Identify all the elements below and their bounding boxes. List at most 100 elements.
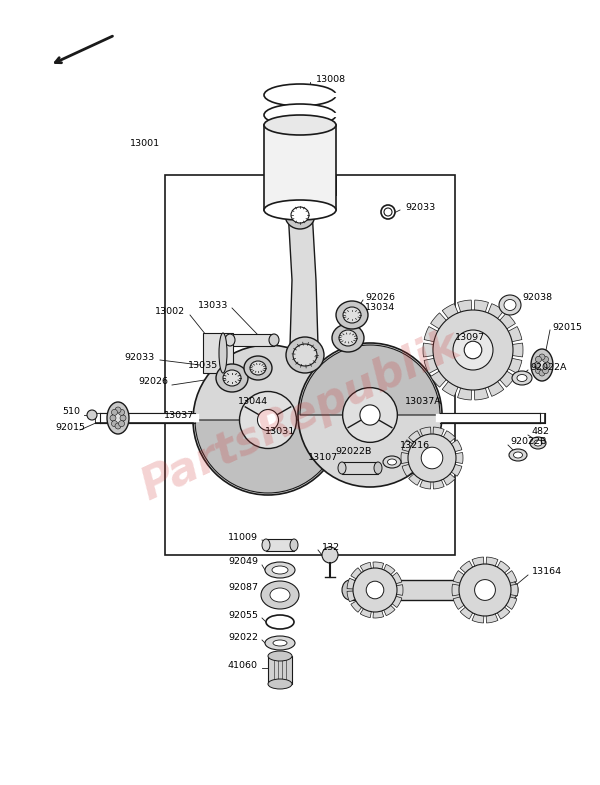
Wedge shape (424, 327, 473, 350)
Ellipse shape (269, 334, 279, 346)
Wedge shape (473, 304, 504, 350)
Ellipse shape (504, 300, 516, 311)
Text: 92033: 92033 (405, 203, 435, 211)
Ellipse shape (107, 402, 129, 434)
Ellipse shape (223, 370, 241, 386)
Text: 92049: 92049 (228, 557, 258, 567)
Circle shape (542, 356, 548, 363)
Text: 11009: 11009 (228, 532, 258, 542)
Text: 92055: 92055 (228, 611, 258, 619)
Wedge shape (347, 590, 375, 602)
Wedge shape (432, 458, 444, 489)
Text: 92022B: 92022B (335, 447, 372, 457)
Wedge shape (347, 579, 375, 590)
Wedge shape (442, 350, 473, 396)
Ellipse shape (343, 307, 361, 323)
Wedge shape (460, 590, 485, 619)
Polygon shape (288, 210, 318, 365)
Wedge shape (360, 562, 375, 590)
Ellipse shape (291, 207, 309, 223)
Circle shape (534, 362, 540, 368)
Wedge shape (472, 557, 485, 590)
Wedge shape (473, 327, 522, 350)
Ellipse shape (219, 333, 227, 373)
Ellipse shape (264, 200, 336, 220)
Circle shape (459, 564, 511, 616)
Circle shape (112, 421, 118, 427)
Wedge shape (420, 427, 432, 458)
Ellipse shape (250, 361, 266, 375)
Text: 13216: 13216 (400, 440, 430, 450)
Text: 510: 510 (62, 407, 80, 417)
Wedge shape (402, 440, 432, 458)
Wedge shape (195, 420, 341, 493)
Wedge shape (431, 313, 473, 350)
Circle shape (475, 579, 496, 601)
Ellipse shape (514, 452, 523, 458)
Ellipse shape (264, 104, 336, 126)
Wedge shape (460, 561, 485, 590)
Text: 13097: 13097 (455, 333, 485, 341)
Bar (342, 462, 378, 474)
Text: PartsRepublik: PartsRepublik (134, 323, 466, 509)
Circle shape (544, 362, 550, 368)
Ellipse shape (388, 459, 397, 465)
Text: 13008: 13008 (316, 75, 346, 85)
Wedge shape (485, 590, 517, 609)
Text: 92015: 92015 (552, 323, 582, 331)
Text: 13001: 13001 (130, 138, 160, 148)
Wedge shape (458, 300, 473, 350)
Wedge shape (485, 561, 510, 590)
Bar (203, 333, 233, 373)
Circle shape (239, 392, 296, 448)
Ellipse shape (266, 615, 294, 629)
Ellipse shape (265, 562, 295, 578)
Wedge shape (402, 458, 432, 476)
Bar (350, 580, 510, 600)
Wedge shape (409, 458, 432, 485)
Circle shape (366, 581, 384, 599)
Wedge shape (473, 343, 523, 357)
Wedge shape (473, 350, 504, 396)
Ellipse shape (268, 679, 292, 689)
Ellipse shape (265, 636, 295, 650)
Ellipse shape (336, 301, 368, 329)
Text: 13031: 13031 (265, 428, 295, 436)
Ellipse shape (264, 84, 336, 106)
Wedge shape (458, 350, 473, 400)
Wedge shape (453, 590, 485, 609)
Wedge shape (473, 300, 488, 350)
Ellipse shape (534, 440, 542, 446)
Circle shape (353, 568, 397, 612)
Circle shape (257, 410, 278, 430)
Circle shape (115, 407, 121, 413)
Text: 13002: 13002 (155, 308, 185, 316)
Ellipse shape (286, 337, 324, 373)
Wedge shape (375, 564, 395, 590)
Circle shape (408, 434, 456, 482)
Ellipse shape (383, 456, 401, 468)
Text: 92022B: 92022B (510, 437, 547, 447)
Wedge shape (485, 590, 510, 619)
Wedge shape (453, 571, 485, 590)
Text: 13033: 13033 (197, 301, 228, 309)
Wedge shape (401, 452, 432, 463)
Polygon shape (165, 175, 455, 555)
Ellipse shape (272, 566, 288, 574)
Ellipse shape (509, 449, 527, 461)
Wedge shape (373, 562, 383, 590)
Text: 92022: 92022 (228, 633, 258, 641)
Ellipse shape (244, 356, 272, 380)
Circle shape (322, 547, 338, 563)
Wedge shape (375, 572, 402, 590)
Wedge shape (373, 590, 383, 618)
Ellipse shape (374, 462, 382, 474)
Wedge shape (485, 590, 498, 623)
Ellipse shape (216, 364, 248, 392)
Text: 92026: 92026 (365, 293, 395, 301)
Ellipse shape (517, 374, 527, 382)
Circle shape (421, 447, 443, 469)
Circle shape (298, 343, 442, 487)
Wedge shape (431, 350, 473, 387)
Wedge shape (485, 584, 518, 596)
